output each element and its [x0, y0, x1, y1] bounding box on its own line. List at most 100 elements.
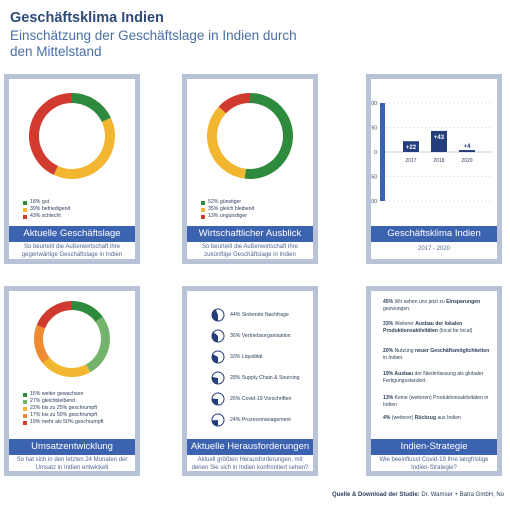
card-heading: Indien-Strategie [371, 439, 497, 455]
donut-slice-befriedigend [53, 117, 115, 179]
strategy-highlight: neuer Geschäftsmöglichkeiten [415, 348, 490, 354]
y-tick-label: 50 [371, 125, 377, 131]
legend-label: 39% befriedigend [30, 206, 71, 212]
donut-slice-gleichbleibend [85, 316, 110, 373]
donut-chart-ausblick [207, 93, 293, 179]
strategy-list: Indien-Strategie Wie beeinflusst Covid-1… [371, 291, 497, 471]
legend-item: 15% weiter gewachsen [23, 391, 104, 398]
x-tick-label: 2018 [433, 158, 444, 164]
pie-icon-fill [212, 398, 218, 405]
y-tick-label: -100 [371, 199, 377, 205]
strategy-pct: 45% [383, 299, 395, 305]
card-herausforderungen: Aktuelle Herausforderungen Aktuell größt… [182, 286, 318, 476]
legend-item: 17% bis zu 50% geschrumpft [23, 412, 104, 419]
legend-label: 52% günstiger [208, 199, 242, 205]
pie-icon [211, 350, 225, 363]
pie-icon-fill [212, 353, 218, 363]
legend-swatch [23, 399, 27, 404]
card-description: So hat sich in den letzten 24 Monaten de… [16, 457, 128, 471]
legend-swatch [23, 413, 27, 418]
y-tick-label: 100 [371, 101, 377, 107]
legend-label: 13% ungünstiger [208, 213, 247, 219]
donut-slice-bis-zu-50-geschrumpft [34, 325, 50, 364]
strategy-highlight: Ausbau [394, 371, 414, 377]
card-aktuelle-geschaeftslage: 18% gut 39% befriedigend 43% schlecht Ak… [4, 74, 140, 264]
donut-chart-umsatz [34, 301, 110, 377]
legend-label: 22% bis zu 25% geschrumpft [30, 405, 98, 411]
x-tick-label: 2017 [405, 158, 416, 164]
bar-2020 [459, 150, 475, 152]
pie-icon-fill [212, 376, 218, 384]
legend-ausblick: 52% günstiger 35% gleich bleibend 13% un… [201, 199, 254, 220]
strategy-pct: 20% [383, 348, 395, 354]
challenge-label: 44% Sinkende Nachfrage [230, 311, 289, 318]
legend-label: 17% bis zu 50% geschrumpft [30, 412, 98, 418]
strategy-item: 19% Ausbau der Niederlassung als globale… [383, 371, 484, 384]
pie-icon [211, 308, 225, 321]
legend-label: 18% gut [30, 199, 50, 205]
challenge-item: 33% Liquidität [211, 349, 311, 364]
card-description: Wie beeinflusst Covid-19 Ihre langfristi… [379, 457, 489, 471]
bar-data-label: +22 [406, 145, 417, 151]
legend-swatch [23, 200, 27, 205]
pie-icon [211, 329, 225, 342]
legend-item: 43% schlecht [23, 213, 70, 220]
card-heading: Wirtschaftlicher Ausblick [187, 226, 313, 242]
footer-source: Quelle & Download der Studie: Dr. Wamser… [332, 492, 504, 498]
page-subtitle: Einschätzung der Geschäftslage in Indien… [10, 28, 297, 59]
challenge-label: 26% Covid-19 Vorschriften [230, 395, 292, 402]
donut-slice-mehr-als-50-geschrumpft [36, 301, 73, 329]
strategy-item: 4% (weiterer) Rückzug aus Indien [383, 415, 461, 421]
legend-item: 18% gut [23, 199, 70, 206]
donut-chart-lage [29, 93, 115, 179]
x-tick-label: 2020 [461, 158, 472, 164]
footer-text: Dr. Wamser + Batra GmbH, No [421, 492, 504, 498]
donut-slice-ung-nstiger [218, 93, 251, 114]
strategy-highlight: Ausbau der lokalen Produktionsaktivitäte… [383, 321, 463, 334]
legend-label: 19% mehr als 50% geschrumpft [30, 419, 104, 425]
legend-item: 22% bis zu 25% geschrumpft [23, 405, 104, 412]
legend-item: 39% befriedigend [23, 206, 70, 213]
strategy-pct: 13% [383, 395, 395, 401]
legend-swatch [23, 392, 27, 397]
strategy-highlight: Einsparungen [446, 299, 481, 305]
donut-slice-bis-zu-25-geschrumpft [42, 357, 91, 377]
footer-label: Quelle & Download der Studie: [332, 492, 420, 498]
y-tick-label: -50 [371, 174, 377, 180]
legend-swatch [201, 214, 205, 219]
legend-swatch [201, 200, 205, 205]
strategy-item: 13% Keine (weiteren) Produktionsaktivitä… [383, 395, 489, 408]
challenge-item: 24% Prozessmanagement [211, 412, 311, 427]
legend-item: 52% günstiger [201, 199, 254, 206]
strategy-highlight: Rückzug [414, 415, 436, 421]
challenge-label: 28% Supply Chain & Sourcing [230, 374, 300, 381]
pie-icon [211, 413, 225, 426]
y-tick-label: 0 [374, 150, 377, 156]
page-title: Geschäftsklima Indien [10, 10, 164, 26]
card-wirtschaftlicher-ausblick: 52% günstiger 35% gleich bleibend 13% un… [182, 74, 318, 264]
challenge-item: 26% Covid-19 Vorschriften [211, 391, 311, 406]
donut-slice-schlecht [29, 93, 73, 175]
legend-swatch [23, 207, 27, 212]
card-description: Aktuell größten Herausforderungen, mit d… [191, 457, 309, 471]
y-axis-bar [380, 103, 385, 201]
challenge-item: 28% Supply Chain & Sourcing [211, 370, 311, 385]
legend-lage: 18% gut 39% befriedigend 43% schlecht [23, 199, 70, 220]
bar-chart-klima: 100 50 0 -50 -100 +22 2017 +43 2018 +4 2020 [371, 101, 493, 205]
challenge-item: 36% Vertriebsorganisation [211, 328, 311, 343]
card-heading: Geschäftsklima Indien [371, 226, 497, 242]
legend-label: 43% schlecht [30, 213, 61, 219]
card-description: So beurteilt die Außenwirtschaft ihre zu… [201, 244, 299, 258]
pie-icon-fill [212, 419, 218, 426]
strategy-item: 45% Wir sehen uns jetzt zu Einsparungen … [383, 299, 481, 312]
legend-swatch [23, 420, 27, 425]
legend-label: 27% gleichbleibend [30, 398, 75, 404]
bar-data-label: +43 [434, 135, 445, 141]
strategy-pct: 33% [383, 321, 395, 327]
legend-item: 13% ungünstiger [201, 213, 254, 220]
legend-item: 35% gleich bleibend [201, 206, 254, 213]
legend-swatch [201, 207, 205, 212]
strategy-item: 33% Weiterer Ausbau der lokalen Produkti… [383, 321, 473, 334]
bar-2017 [403, 141, 419, 152]
